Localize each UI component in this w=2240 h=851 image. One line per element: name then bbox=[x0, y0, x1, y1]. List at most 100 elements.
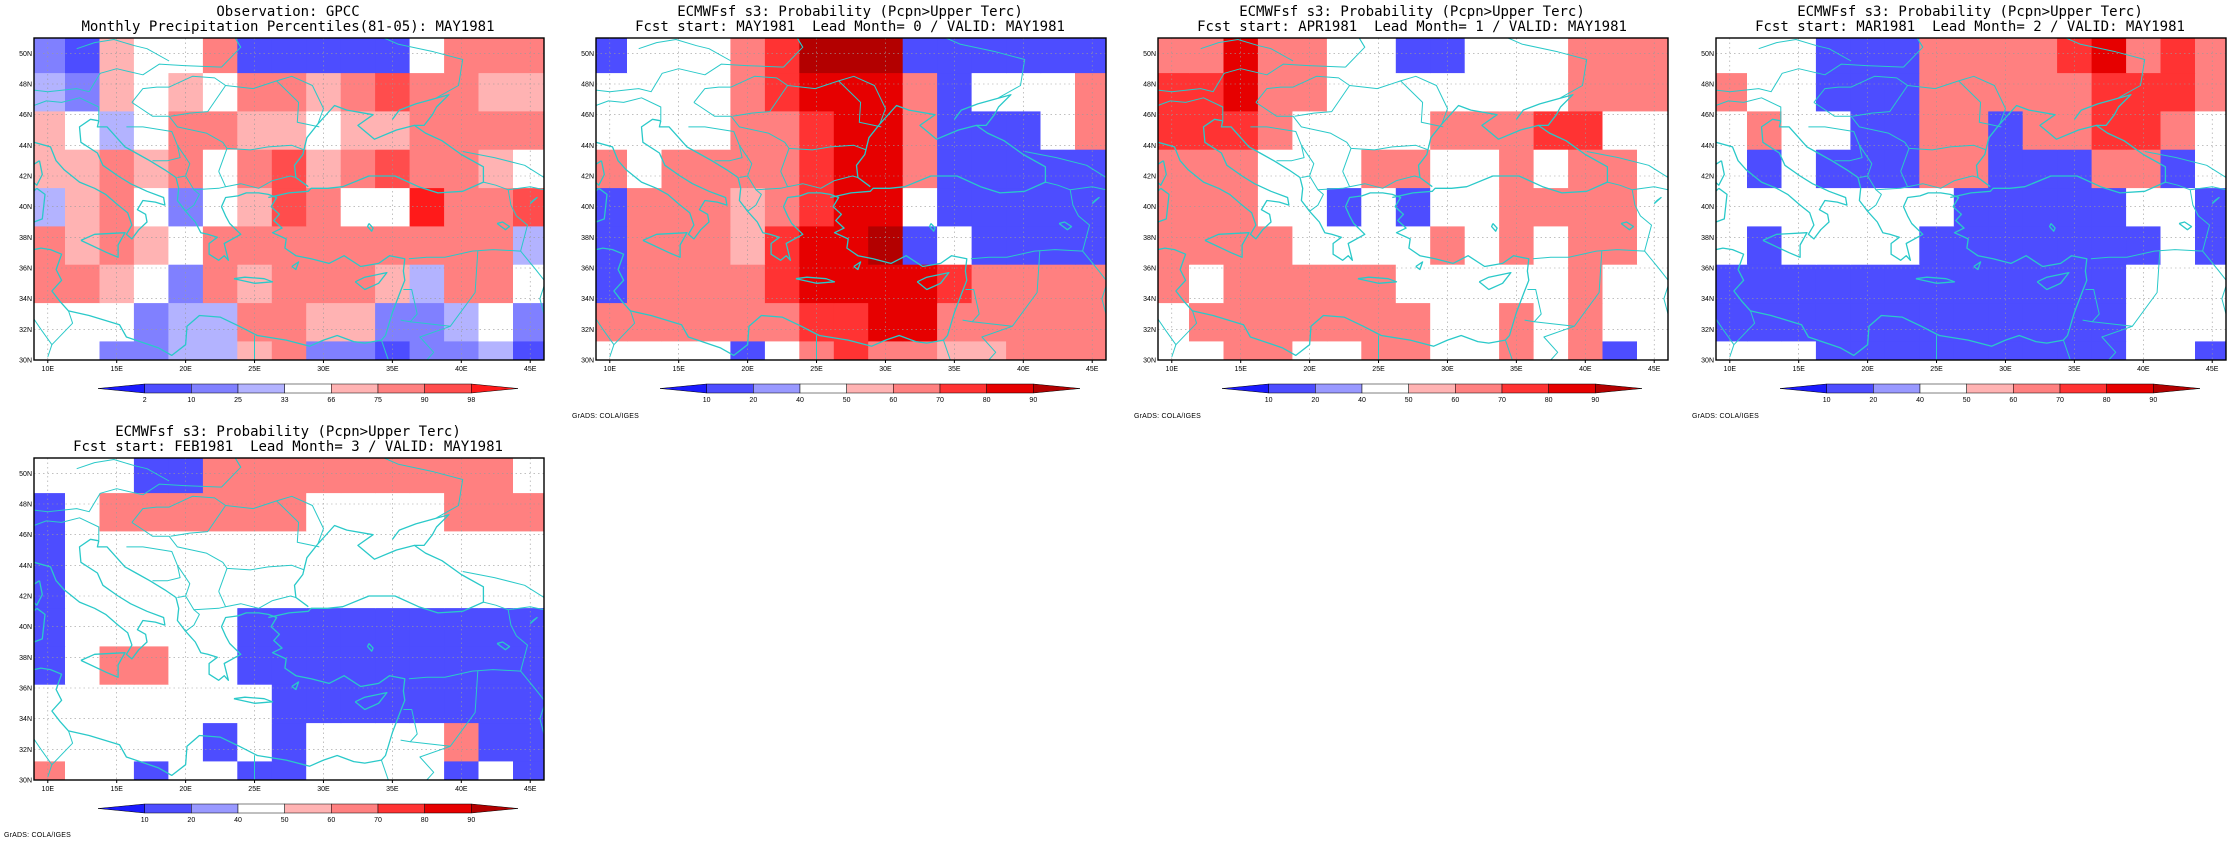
country-border bbox=[1875, 180, 1955, 191]
coastline bbox=[357, 779, 359, 780]
grid-cell bbox=[1257, 340, 1293, 360]
grid-cell bbox=[1223, 149, 1259, 189]
y-tick-label: 40N bbox=[1143, 204, 1156, 211]
colorbar-label: 80 bbox=[421, 817, 429, 824]
colorbar-label: 50 bbox=[1963, 397, 1971, 404]
coastline bbox=[291, 261, 300, 271]
y-tick-label: 30N bbox=[1143, 358, 1156, 365]
grid-cell bbox=[2160, 340, 2196, 360]
grid-cell bbox=[1499, 187, 1535, 227]
grid-cell bbox=[2091, 187, 2127, 227]
grid-cell bbox=[1464, 302, 1500, 342]
grid-cell bbox=[1919, 225, 1955, 265]
grid-cell bbox=[444, 302, 480, 342]
grid-cell bbox=[271, 722, 307, 762]
grid-cell bbox=[65, 684, 101, 724]
country-border bbox=[34, 63, 222, 93]
country-border bbox=[1758, 39, 1852, 62]
map-frame bbox=[1715, 37, 2227, 361]
colorbar-label: 50 bbox=[843, 397, 851, 404]
grid-cell bbox=[1953, 340, 1989, 360]
map-lead3: 10E 15E 20E 25E 30E 35E 40E 45E 30N 32N 34N 36N 38N 4… bbox=[19, 457, 545, 824]
coastline bbox=[596, 160, 605, 186]
country-border bbox=[1396, 175, 1421, 182]
grid-cell bbox=[2091, 72, 2127, 112]
colorbar-label: 20 bbox=[187, 817, 195, 824]
country-border bbox=[34, 738, 53, 778]
grid-cell bbox=[340, 458, 376, 494]
grid-cell bbox=[409, 38, 445, 74]
grid-cell bbox=[1292, 38, 1328, 74]
country-border bbox=[2190, 186, 2226, 214]
coastline bbox=[268, 524, 485, 619]
map-frame bbox=[33, 457, 545, 781]
y-tick-label: 42N bbox=[581, 174, 594, 181]
grid-cells bbox=[596, 38, 1106, 360]
grid-cell bbox=[168, 110, 204, 150]
country-border bbox=[1342, 171, 1351, 187]
grid-cell bbox=[340, 569, 376, 609]
grid-cell bbox=[1533, 110, 1569, 150]
grid-cell bbox=[409, 225, 445, 265]
coastline bbox=[1716, 118, 1848, 240]
grid-cell bbox=[513, 110, 544, 150]
grid-cell bbox=[444, 225, 480, 265]
panel-title-line2: Fcst start: MAR1981 Lead Month= 2 / VALI… bbox=[1755, 19, 2185, 35]
grid-cell bbox=[1075, 264, 1106, 304]
grid-cell bbox=[1395, 302, 1431, 342]
grid-cell bbox=[764, 264, 800, 304]
coastline bbox=[596, 187, 608, 223]
colorbar-segment bbox=[97, 383, 145, 394]
y-tick-label: 32N bbox=[1701, 327, 1714, 334]
grid-cell bbox=[306, 187, 342, 227]
y-tick-label: 46N bbox=[581, 112, 594, 119]
grid-cell bbox=[1189, 38, 1225, 74]
y-tick-label: 50N bbox=[19, 471, 32, 478]
grid-cell bbox=[202, 149, 238, 189]
grid-cell bbox=[730, 72, 766, 112]
x-tick-label: 10E bbox=[42, 786, 55, 793]
grid-cell bbox=[868, 38, 904, 74]
colorbar-segment bbox=[659, 383, 707, 394]
y-tick-label: 44N bbox=[19, 563, 32, 570]
grid-cell bbox=[902, 149, 938, 189]
grid-cell bbox=[2057, 187, 2093, 227]
grid-cell bbox=[2160, 72, 2196, 112]
country-border bbox=[2065, 38, 2146, 99]
colorbar-segment bbox=[1548, 383, 1596, 394]
panel-title-line1: ECMWFsf s3: Probability (Pcpn>Upper Terc… bbox=[115, 424, 461, 440]
grid-cell bbox=[2057, 110, 2093, 150]
coastline bbox=[916, 271, 950, 291]
grid-cell bbox=[133, 264, 169, 304]
grid-cell bbox=[1953, 72, 1989, 112]
grid-cell bbox=[1223, 264, 1259, 304]
grid-cell bbox=[1919, 72, 1955, 112]
grid-cell bbox=[1292, 72, 1328, 112]
colorbar-label: 40 bbox=[1358, 397, 1366, 404]
grid-cell bbox=[627, 340, 663, 360]
coastline bbox=[543, 132, 544, 134]
country-border bbox=[638, 39, 732, 62]
grid-cell bbox=[478, 722, 514, 762]
coastline bbox=[543, 552, 544, 554]
grid-cell bbox=[730, 225, 766, 265]
grid-cell bbox=[99, 569, 135, 609]
panel-title-line1: ECMWFsf s3: Probability (Pcpn>Upper Terc… bbox=[677, 4, 1023, 20]
coastline bbox=[366, 643, 374, 652]
country-border bbox=[1907, 80, 2002, 128]
grid-cell bbox=[1292, 225, 1328, 265]
grid-cell bbox=[1075, 110, 1106, 150]
y-tick-label: 44N bbox=[581, 143, 594, 150]
grid-cell bbox=[2195, 110, 2226, 150]
grid-cell bbox=[627, 38, 663, 74]
grid-cell bbox=[695, 72, 731, 112]
grid-cell bbox=[34, 722, 66, 762]
grid-cell bbox=[1223, 72, 1259, 112]
grid-cell bbox=[271, 684, 307, 724]
grid-cell bbox=[2057, 264, 2093, 304]
colorbar-label: 75 bbox=[374, 397, 382, 404]
grid-cell bbox=[1464, 38, 1500, 74]
grid-cell bbox=[2091, 225, 2127, 265]
x-tick-label: 10E bbox=[42, 366, 55, 373]
grid-cell bbox=[1988, 340, 2024, 360]
